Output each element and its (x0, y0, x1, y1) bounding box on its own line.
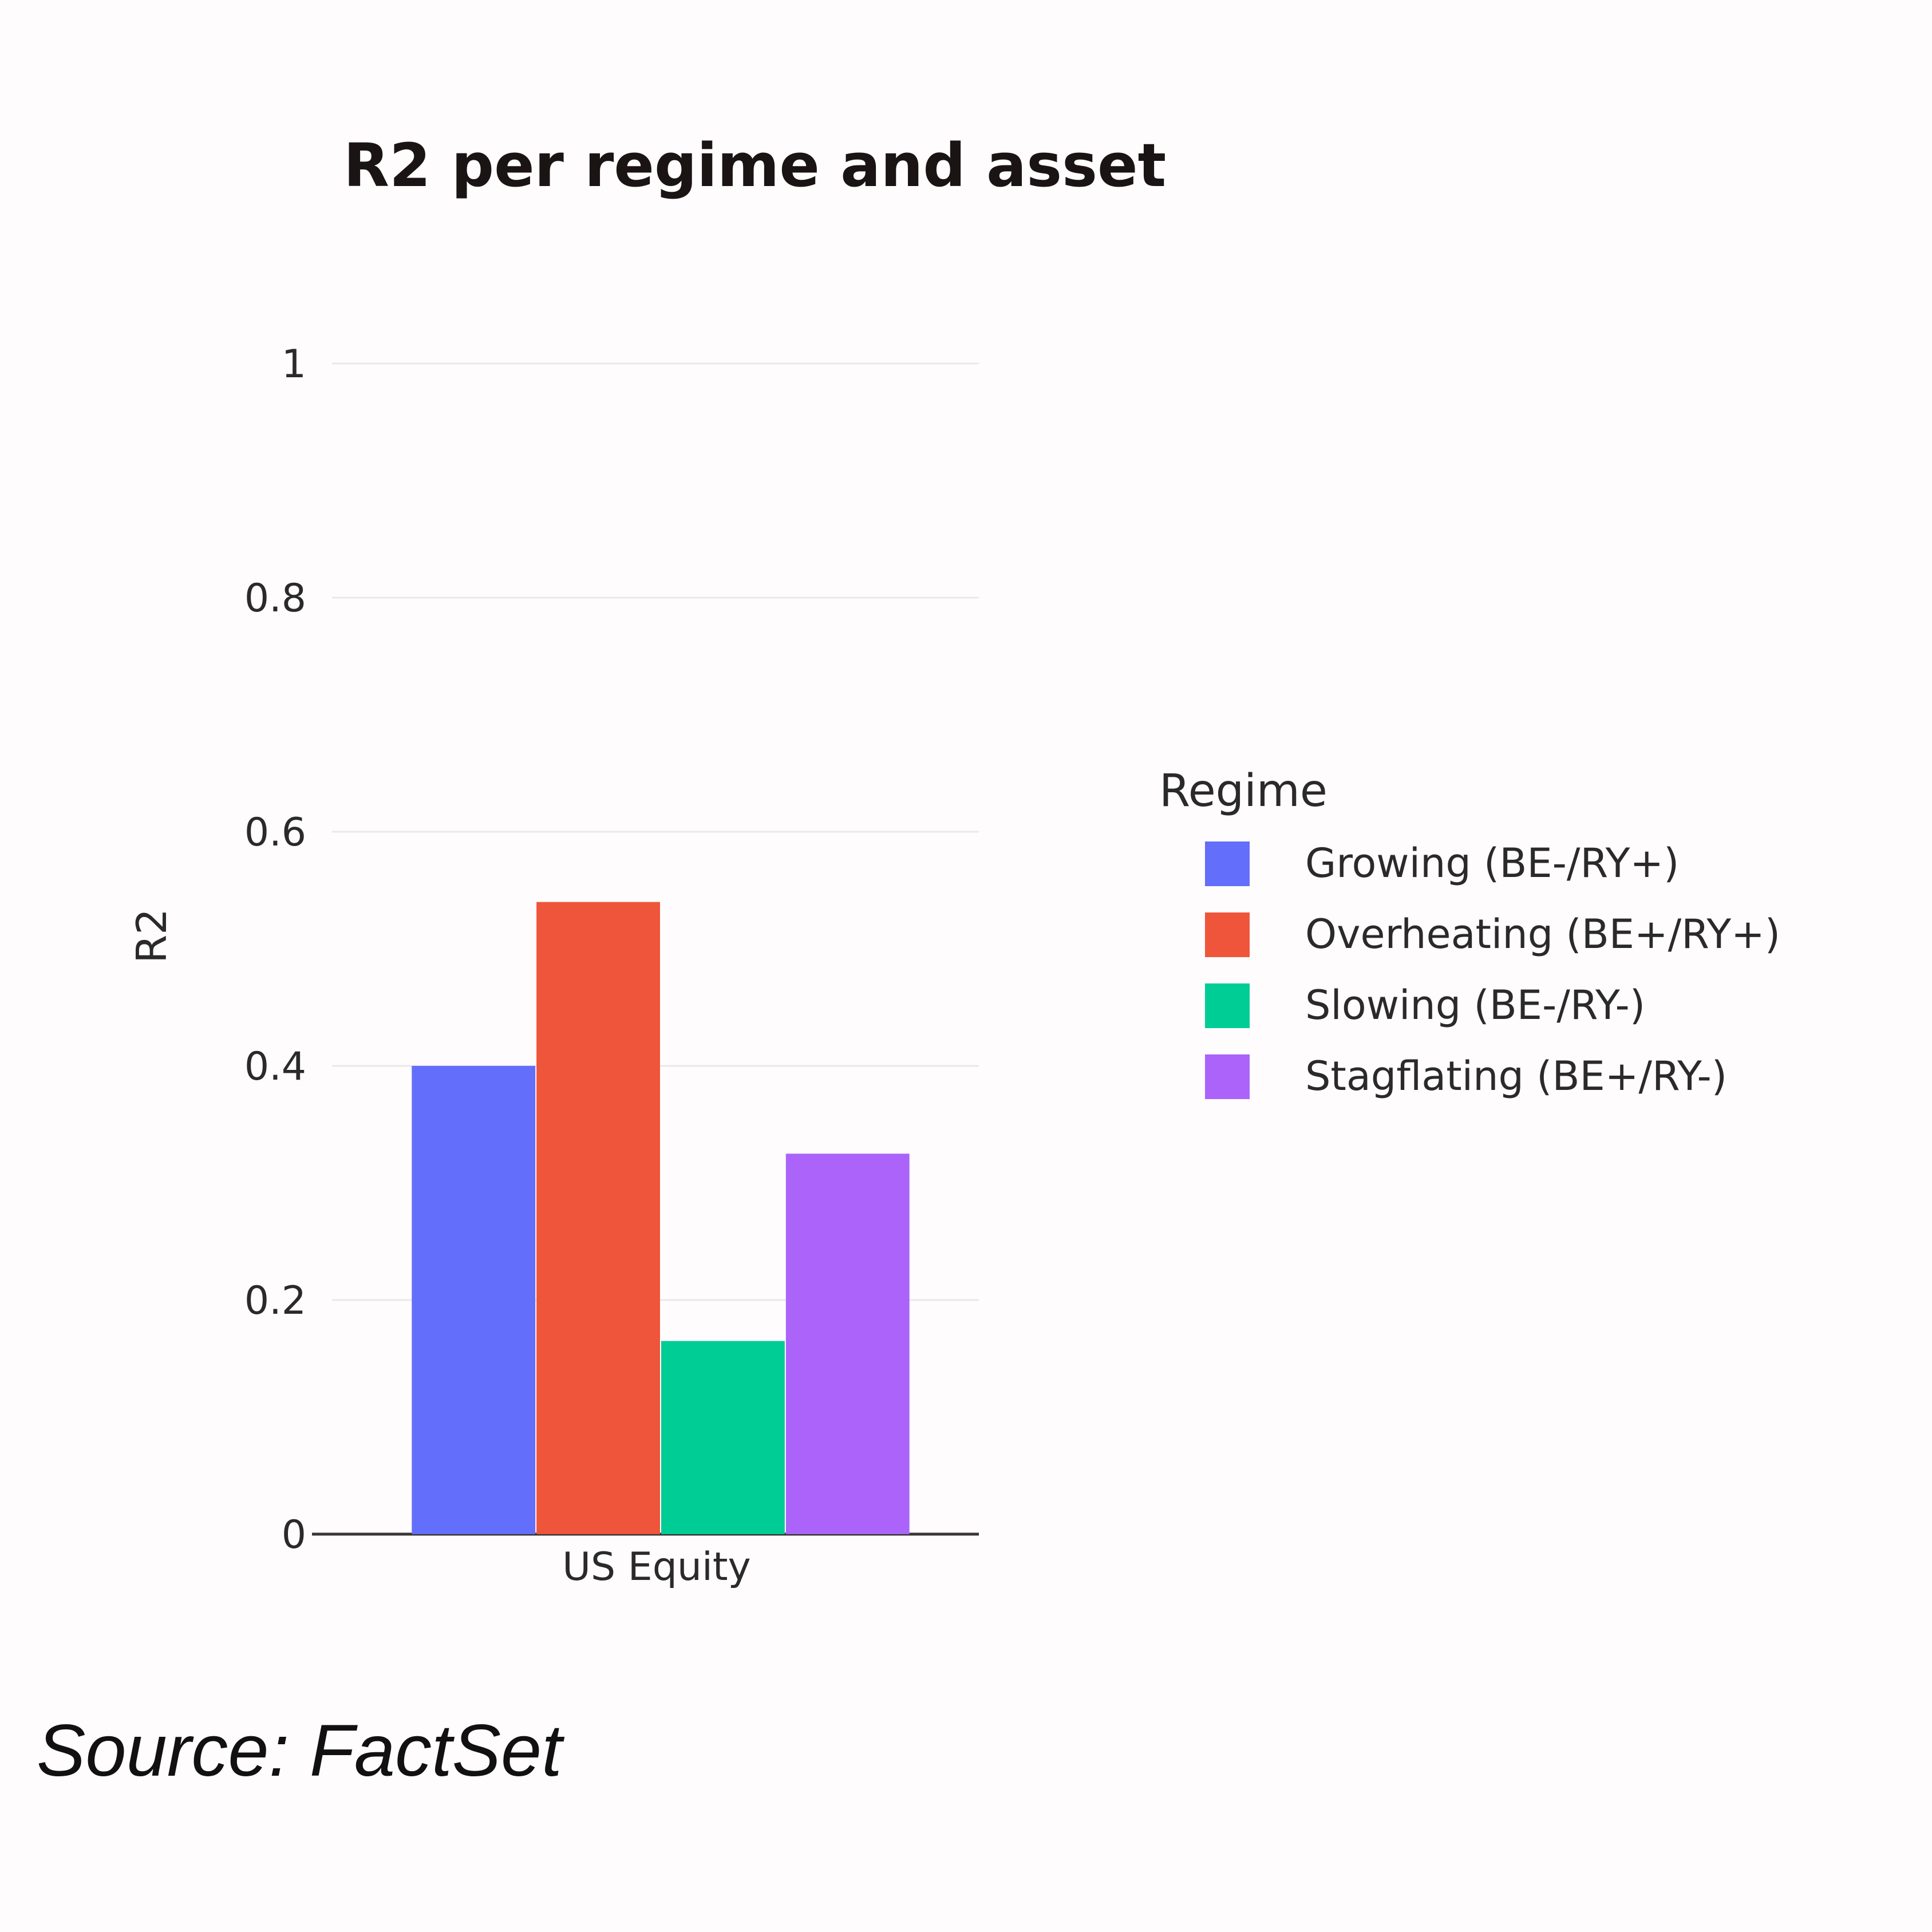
bar-growing (412, 1066, 536, 1534)
x-tick-label: US Equity (562, 1544, 751, 1590)
y-tick-label: 1 (282, 342, 306, 387)
bar-stagflating (785, 1153, 910, 1534)
legend-label: Slowing (BE-/RY-) (1305, 982, 1645, 1029)
legend-label: Stagflating (BE+/RY-) (1305, 1053, 1727, 1100)
bars (412, 902, 910, 1534)
y-tick-label: 0.6 (244, 810, 306, 855)
legend-title: Regime (1159, 765, 1327, 817)
legend-label: Growing (BE-/RY+) (1305, 840, 1679, 887)
legend-swatch (1205, 912, 1250, 957)
bar-overheating (536, 902, 660, 1534)
y-axis-title: R2 (128, 908, 176, 963)
y-tick-label: 0.8 (244, 576, 306, 621)
legend: Regime Growing (BE-/RY+) Overheating (BE+… (1159, 765, 1780, 1100)
y-tick-label: 0.2 (244, 1278, 306, 1323)
chart-title: R2 per regime and asset (343, 131, 1166, 200)
y-tick-label: 0 (282, 1512, 306, 1558)
legend-swatch (1205, 841, 1250, 886)
y-tick-label: 0.4 (244, 1044, 306, 1089)
legend-swatch (1205, 1054, 1250, 1099)
y-tick-labels: 0 0.2 0.4 0.6 0.8 1 (244, 342, 306, 1558)
bar-slowing (661, 1341, 785, 1534)
legend-label: Overheating (BE+/RY+) (1305, 911, 1780, 958)
legend-items: Growing (BE-/RY+) Overheating (BE+/RY+) Sl… (1205, 840, 1780, 1100)
legend-swatch (1205, 983, 1250, 1028)
x-tick-labels: US Equity (562, 1544, 751, 1590)
source-note: Source: FactSet (37, 1710, 562, 1792)
